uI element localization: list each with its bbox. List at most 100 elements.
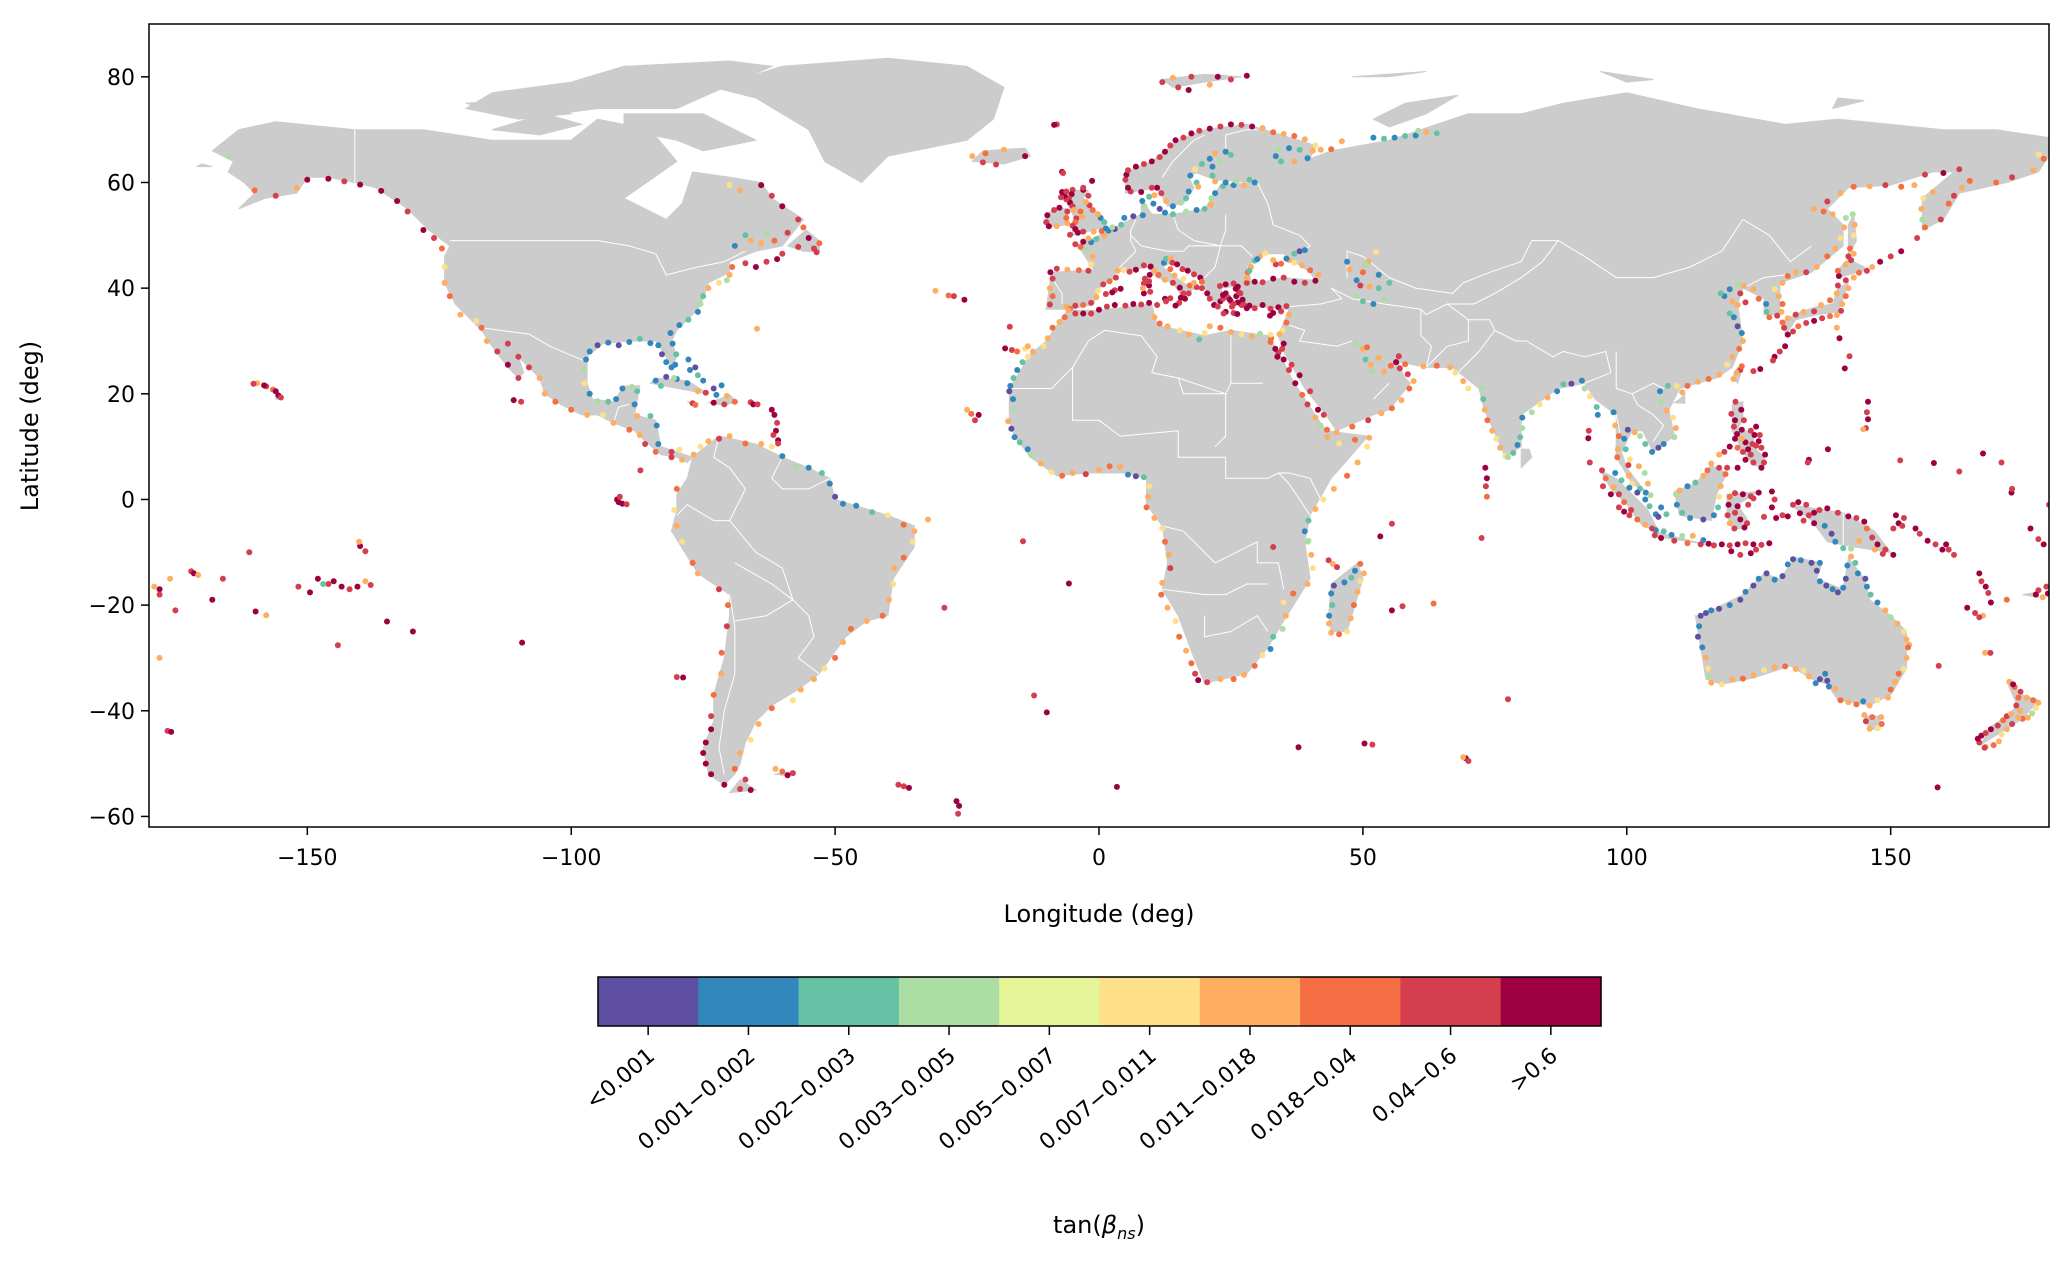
slope-point <box>1072 302 1079 309</box>
slope-point <box>1762 451 1769 458</box>
slope-point <box>1705 665 1712 672</box>
slope-point <box>2043 583 2049 590</box>
slope-point <box>1856 269 1862 276</box>
slope-point <box>1966 177 1973 184</box>
slope-point <box>1143 504 1150 511</box>
slope-point <box>1307 388 1314 395</box>
slope-point <box>1728 410 1735 417</box>
slope-point <box>1226 296 1233 303</box>
slope-point <box>1325 557 1332 564</box>
slope-point <box>1172 618 1179 624</box>
slope-point <box>1141 275 1148 282</box>
slope-point <box>1679 389 1686 396</box>
slope-point <box>1188 73 1195 80</box>
slope-point <box>1179 266 1186 273</box>
slope-point <box>1312 277 1319 284</box>
slope-point <box>1378 410 1385 417</box>
land-mass <box>711 57 1005 184</box>
slope-point <box>1061 314 1068 321</box>
slope-point <box>1684 483 1691 490</box>
slope-point <box>1151 314 1158 321</box>
slope-point <box>1359 269 1366 276</box>
country-border <box>1288 324 1353 347</box>
colorbar-tick-label: 0.018−0.04 <box>1246 1043 1362 1146</box>
country-border <box>1162 583 1268 596</box>
slope-point <box>616 493 623 500</box>
slope-point <box>1836 335 1843 342</box>
slope-point <box>1070 207 1077 213</box>
land-mass <box>623 113 758 152</box>
slope-point <box>1375 354 1382 361</box>
slope-point <box>1209 163 1216 170</box>
x-tick-label: −150 <box>277 846 337 871</box>
slope-point <box>1865 398 1871 405</box>
slope-point <box>1198 278 1205 285</box>
slope-point <box>718 382 725 389</box>
slope-point <box>1138 189 1145 195</box>
slope-point <box>1848 545 1855 552</box>
slope-point <box>2015 694 2022 701</box>
slope-point <box>1270 275 1277 282</box>
slope-point <box>1312 142 1319 149</box>
slope-point <box>1716 451 1723 458</box>
slope-point <box>1079 213 1086 220</box>
slope-point <box>1002 345 1009 352</box>
slope-point <box>1854 570 1861 577</box>
slope-point <box>1771 286 1778 293</box>
slope-point <box>2013 702 2020 709</box>
slope-point <box>1916 530 1923 537</box>
slope-point <box>1842 575 1849 582</box>
slope-point <box>441 279 448 286</box>
slope-point <box>2035 587 2042 594</box>
slope-point <box>1222 281 1229 288</box>
colorbar-swatch <box>1400 977 1502 1026</box>
slope-point <box>1862 575 1869 582</box>
slope-point <box>594 398 601 405</box>
slope-point <box>659 351 665 358</box>
slope-point <box>1737 596 1744 603</box>
slope-point <box>1150 200 1157 207</box>
slope-point <box>1344 628 1351 635</box>
slope-point <box>1985 590 1992 596</box>
slope-point <box>1834 589 1841 596</box>
slope-point <box>821 665 828 672</box>
slope-point <box>1811 317 1818 324</box>
slope-point <box>1346 266 1353 273</box>
slope-point <box>1852 559 1859 566</box>
slope-point <box>2044 590 2049 597</box>
slope-point <box>1278 308 1285 315</box>
slope-point <box>1165 551 1172 558</box>
slope-point <box>775 440 782 447</box>
slope-point <box>1671 434 1678 441</box>
slope-point <box>1730 314 1737 321</box>
slope-point <box>1283 303 1290 310</box>
slope-point <box>1761 459 1767 466</box>
slope-point <box>1658 535 1665 541</box>
slope-point <box>1175 84 1182 91</box>
slope-point <box>1192 670 1199 677</box>
slope-point <box>1118 221 1125 228</box>
slope-point <box>1117 285 1124 292</box>
slope-point <box>1625 462 1632 469</box>
slope-point <box>1347 615 1354 622</box>
land-masses <box>196 57 2049 794</box>
slope-point <box>1844 562 1851 569</box>
colorbar-swatch <box>598 977 699 1026</box>
slope-point <box>1007 382 1014 389</box>
slope-point <box>1832 685 1839 692</box>
slope-point <box>1232 285 1239 292</box>
slope-point <box>710 385 717 392</box>
slope-point <box>818 470 825 476</box>
slope-point <box>1320 411 1327 418</box>
slope-point <box>338 583 345 590</box>
slope-point <box>1805 512 1812 519</box>
slope-point <box>251 187 258 194</box>
slope-point <box>1890 551 1897 558</box>
slope-point <box>1059 472 1066 479</box>
slope-point <box>225 153 232 160</box>
slope-point <box>1185 331 1192 338</box>
slope-point <box>784 229 791 236</box>
slope-point <box>813 249 820 256</box>
slope-point <box>1328 629 1335 636</box>
slope-point <box>708 771 715 778</box>
